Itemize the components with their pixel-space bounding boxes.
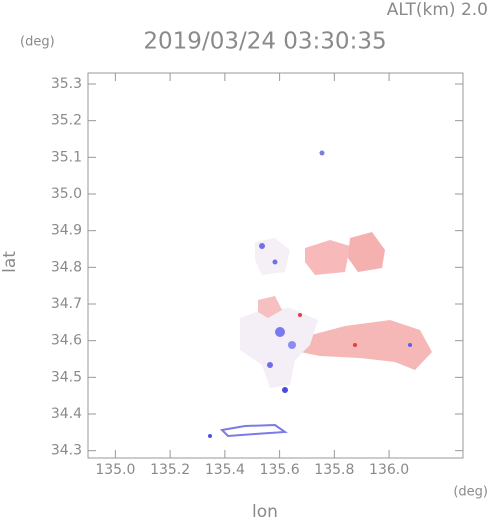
- y-tick-label: 34.3: [51, 443, 82, 459]
- y-axis-label: lat: [0, 251, 20, 273]
- plot-frame: [87, 72, 464, 459]
- x-tick-label: 136.0: [369, 462, 409, 478]
- y-tick-label: 34.5: [51, 369, 82, 385]
- y-tick-label: 34.7: [51, 296, 82, 312]
- y-tick-label: 34.8: [51, 259, 82, 275]
- altitude-label: ALT(km) 2.0: [387, 0, 488, 20]
- y-tick-label: 35.1: [51, 149, 82, 165]
- x-tick-label: 135.6: [260, 462, 300, 478]
- x-tick-label: 135.4: [205, 462, 245, 478]
- y-tick-label: 34.6: [51, 333, 82, 349]
- y-unit: (deg): [20, 35, 55, 50]
- x-tick-label: 135.0: [95, 462, 135, 478]
- x-tick-label: 135.8: [314, 462, 354, 478]
- y-tick-label: 35.0: [51, 186, 82, 202]
- y-tick-label: 35.3: [51, 76, 82, 92]
- x-unit: (deg): [453, 485, 488, 500]
- chart-title: 2019/03/24 03:30:35: [143, 29, 386, 55]
- y-tick-label: 34.4: [51, 406, 82, 422]
- echo-field: [208, 150, 432, 438]
- y-tick-label: 34.9: [51, 223, 82, 239]
- x-axis-label: lon: [252, 502, 278, 521]
- y-tick-label: 35.2: [51, 113, 82, 129]
- x-tick-label: 135.2: [150, 462, 190, 478]
